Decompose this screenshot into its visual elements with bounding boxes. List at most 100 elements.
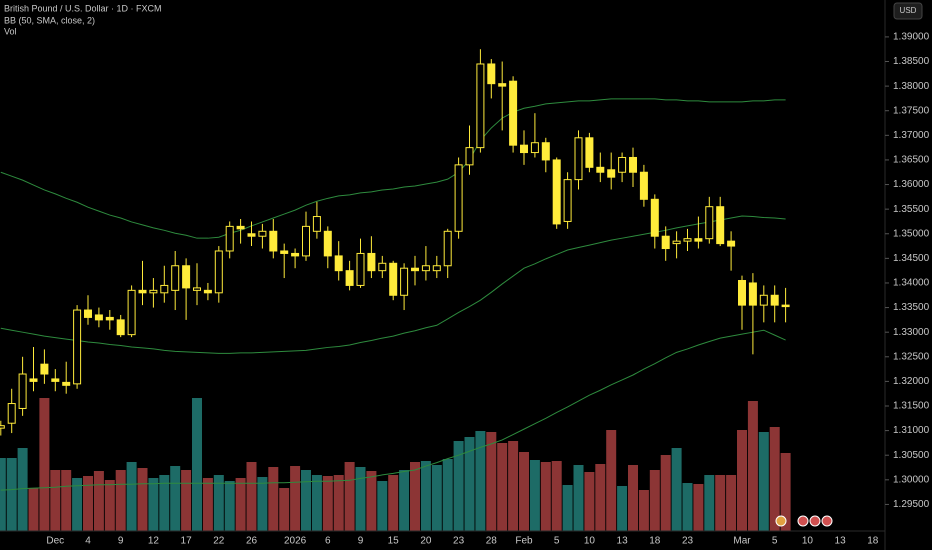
candle-body xyxy=(476,63,485,149)
candle-body xyxy=(639,171,648,200)
candle-body xyxy=(84,309,92,318)
volume-bar xyxy=(486,432,497,531)
band-line xyxy=(0,98,786,239)
x-tick-label: Mar xyxy=(733,536,751,547)
volume-bar xyxy=(464,437,475,531)
candle-body xyxy=(618,156,627,173)
x-tick-label: 15 xyxy=(388,536,400,547)
volume-bar xyxy=(420,461,431,531)
volume-bar xyxy=(181,470,192,531)
currency-button[interactable] xyxy=(893,2,923,20)
candle-body xyxy=(629,156,637,173)
volume-bar xyxy=(399,470,410,531)
volume-bar xyxy=(104,480,115,531)
x-tick-label: 28 xyxy=(486,536,498,547)
volume-bar xyxy=(279,488,290,531)
volume-bar xyxy=(268,467,279,531)
volume-bar xyxy=(377,481,388,531)
y-tick-label: 1.34000 xyxy=(893,278,930,289)
volume-bar xyxy=(148,478,159,531)
volume-bar xyxy=(617,486,628,531)
volume-pane xyxy=(0,398,791,531)
y-tick-label: 1.37000 xyxy=(893,130,930,141)
candle-body xyxy=(738,280,746,306)
volume-bar xyxy=(737,430,747,531)
volume-bar xyxy=(638,490,649,531)
candle-body xyxy=(781,304,790,308)
candle-body xyxy=(541,142,550,161)
x-tick-label: 12 xyxy=(148,536,160,547)
candle-body xyxy=(520,144,528,154)
candle-body xyxy=(585,137,594,168)
event-icon[interactable] xyxy=(797,515,809,527)
candle-body xyxy=(116,319,125,336)
candle-body xyxy=(62,381,71,386)
candles xyxy=(0,49,790,436)
volume-bar xyxy=(61,470,72,531)
volume-bar xyxy=(0,458,6,531)
candle-body xyxy=(389,262,398,296)
volume-bar xyxy=(453,441,464,531)
volume-bar xyxy=(50,470,61,531)
volume-bar xyxy=(606,430,617,531)
candle-body xyxy=(182,265,191,289)
volume-bar xyxy=(192,398,202,531)
volume-bar xyxy=(551,461,562,531)
y-tick-label: 1.32000 xyxy=(893,376,930,387)
candle-body xyxy=(411,267,419,272)
candle-body xyxy=(291,252,300,257)
volume-bar xyxy=(693,484,704,531)
volume-bar xyxy=(28,488,39,531)
candle-body xyxy=(7,403,16,424)
volume-bar xyxy=(170,466,181,531)
event-icon[interactable] xyxy=(775,515,787,527)
volume-bar xyxy=(137,468,148,531)
candle-body xyxy=(269,230,278,252)
volume-bar xyxy=(246,462,257,531)
volume-bar xyxy=(311,475,322,531)
candle-body xyxy=(607,169,616,178)
candle-body xyxy=(334,255,343,272)
event-icon[interactable] xyxy=(809,515,821,527)
volume-bar xyxy=(410,462,420,531)
volume-bar xyxy=(704,475,715,531)
candle-body xyxy=(563,179,572,222)
x-tick-label: 26 xyxy=(246,536,258,547)
x-tick-label: 18 xyxy=(867,536,879,547)
volume-bar xyxy=(540,462,551,531)
x-tick-label: 18 xyxy=(649,536,661,547)
candle-body xyxy=(509,80,518,146)
volume-bar xyxy=(508,441,519,531)
x-tick-label: 17 xyxy=(181,536,193,547)
y-tick-label: 1.35500 xyxy=(893,204,930,215)
candle-body xyxy=(149,289,158,294)
candle-body xyxy=(400,267,409,296)
candle-body xyxy=(40,363,49,375)
candle-body xyxy=(552,159,561,225)
x-tick-label: 5 xyxy=(554,536,560,547)
candle-body xyxy=(105,316,114,321)
candle-body xyxy=(530,142,539,154)
volume-bar xyxy=(366,471,377,531)
candle-body xyxy=(574,137,583,181)
candle-body xyxy=(694,238,703,242)
y-tick-label: 1.32500 xyxy=(893,351,930,362)
volume-bar xyxy=(562,485,573,531)
volume-bar xyxy=(355,467,366,531)
volume-bar xyxy=(747,401,758,531)
candle-body xyxy=(683,238,692,242)
candle-body xyxy=(280,250,289,254)
event-icon[interactable] xyxy=(821,515,833,527)
volume-bar xyxy=(584,472,595,531)
volume-bar xyxy=(682,483,693,531)
candle-body xyxy=(727,240,736,247)
candle-body xyxy=(705,206,714,240)
volume-bar xyxy=(726,475,737,531)
volume-bar xyxy=(769,427,780,531)
volume-bar xyxy=(213,475,224,531)
currency-label[interactable]: USD xyxy=(900,6,917,15)
x-tick-label: 13 xyxy=(835,536,847,547)
volume-bar xyxy=(431,465,442,531)
